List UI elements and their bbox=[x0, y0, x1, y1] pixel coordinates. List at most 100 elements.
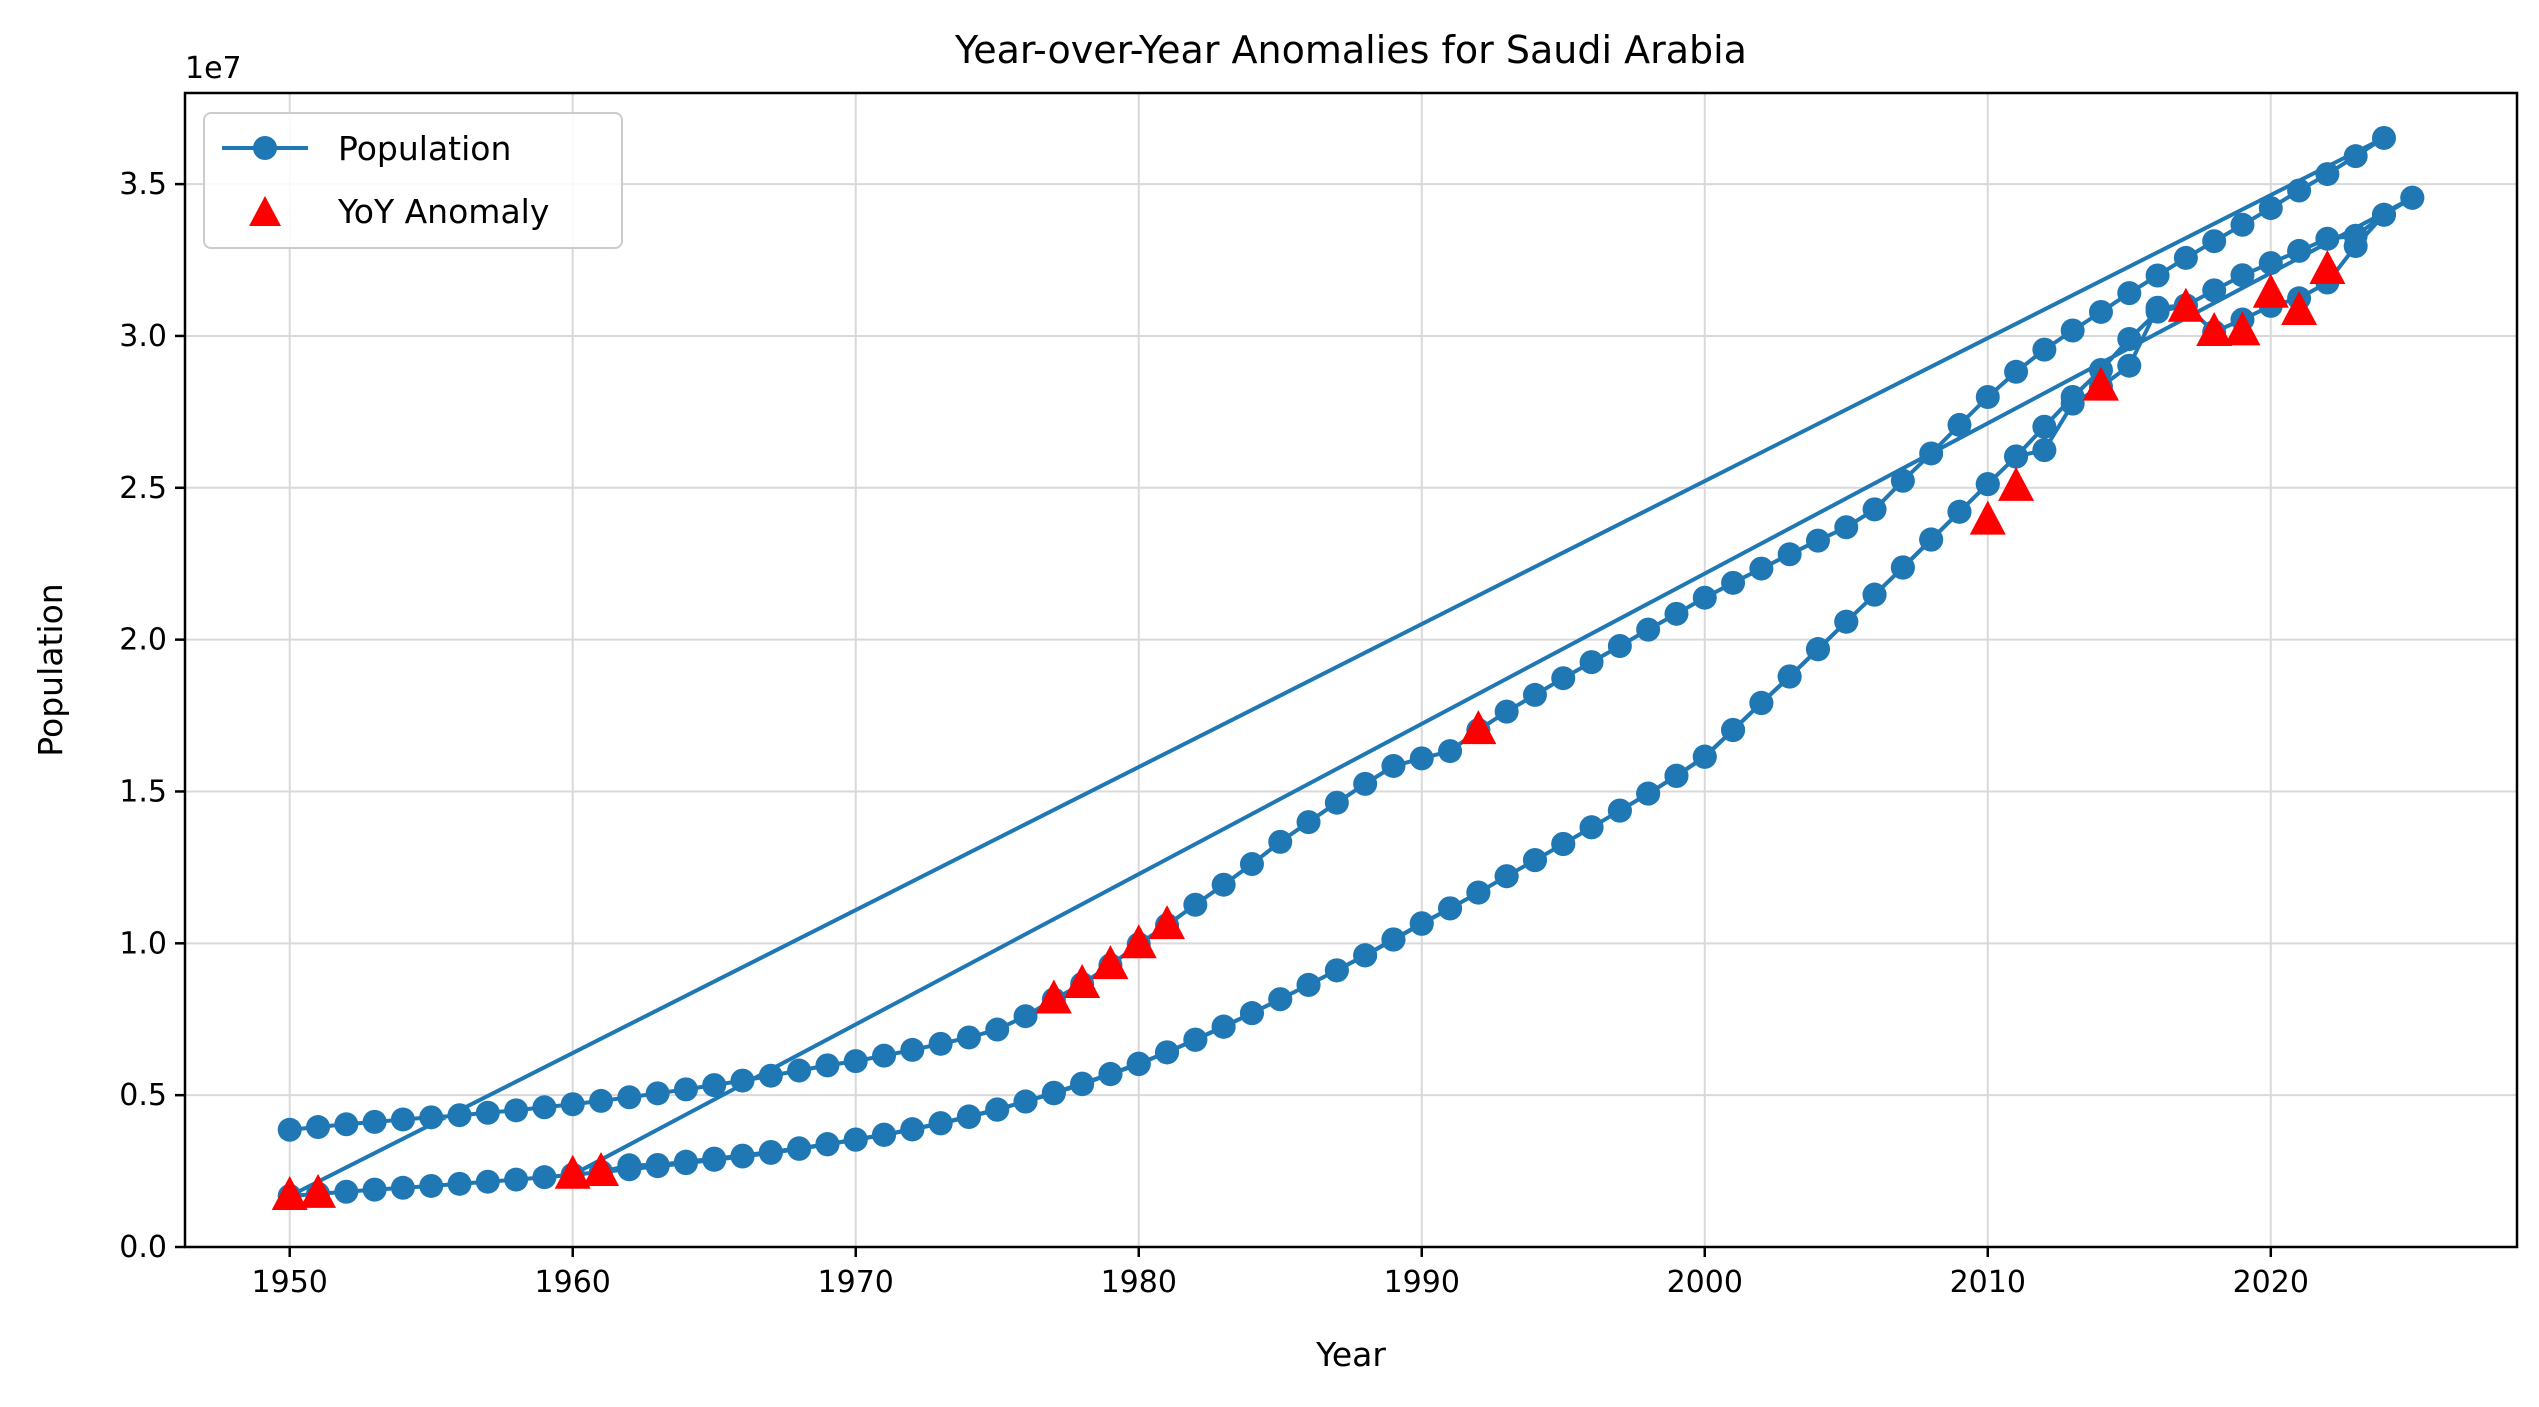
yoy-anomaly-marker bbox=[2082, 366, 2119, 401]
population-point bbox=[1607, 798, 1632, 823]
population-point bbox=[843, 1127, 868, 1152]
x-tick-layer: 1950 1960 1970 1980 1990 2000 2010 2020 bbox=[252, 1247, 2309, 1300]
x-tick-label: 2020 bbox=[2233, 1265, 2309, 1300]
y-tick-label: 0.5 bbox=[119, 1078, 167, 1113]
population-point bbox=[2202, 229, 2227, 254]
population-point bbox=[1664, 763, 1689, 788]
population-point bbox=[1098, 1062, 1123, 1087]
population-point bbox=[2060, 384, 2085, 409]
population-point bbox=[1522, 848, 1547, 873]
x-tick-label: 1990 bbox=[1384, 1265, 1460, 1300]
y-tick-label: 1.0 bbox=[119, 926, 167, 961]
population-point bbox=[362, 1177, 387, 1202]
plot-frame bbox=[183, 91, 2519, 1249]
yoy-anomaly-marker bbox=[1035, 979, 1072, 1014]
population-point bbox=[1296, 810, 1321, 835]
y-tick-label: 1.5 bbox=[119, 774, 167, 809]
population-point bbox=[1183, 892, 1208, 917]
population-point bbox=[1126, 1052, 1151, 1077]
population-point bbox=[872, 1043, 897, 1068]
y-tick-label: 0.0 bbox=[119, 1230, 167, 1265]
population-point bbox=[1324, 790, 1349, 815]
population-point bbox=[1013, 1089, 1038, 1114]
population-point bbox=[1805, 528, 1830, 553]
anomaly-layer bbox=[271, 250, 2346, 1210]
y-offset-text: 1e7 bbox=[185, 51, 242, 86]
x-axis-title: Year bbox=[1315, 1335, 1386, 1374]
population-point bbox=[900, 1117, 925, 1142]
population-point bbox=[843, 1049, 868, 1074]
population-point bbox=[2287, 178, 2312, 203]
yoy-anomaly-marker bbox=[2196, 311, 2233, 346]
population-point bbox=[1777, 542, 1802, 567]
population-point bbox=[787, 1058, 812, 1083]
population-point bbox=[2117, 281, 2142, 306]
population-point bbox=[1211, 872, 1236, 897]
legend-population-marker bbox=[253, 136, 277, 160]
population-point bbox=[1324, 958, 1349, 983]
population-point bbox=[1381, 753, 1406, 778]
population-point bbox=[956, 1104, 981, 1129]
legend-anomaly-marker bbox=[249, 196, 281, 226]
population-point bbox=[475, 1100, 500, 1125]
population-point bbox=[532, 1165, 557, 1190]
population-point bbox=[1579, 650, 1604, 675]
population-point bbox=[1805, 637, 1830, 662]
population-point bbox=[1353, 771, 1378, 796]
population-point bbox=[1975, 472, 2000, 497]
population-point bbox=[1947, 499, 1972, 524]
population-point bbox=[645, 1153, 670, 1178]
population-point bbox=[2202, 278, 2227, 303]
population-point bbox=[985, 1097, 1010, 1122]
population-point bbox=[419, 1173, 444, 1198]
population-point bbox=[2117, 353, 2142, 378]
population-point bbox=[1409, 746, 1434, 771]
population-point bbox=[956, 1025, 981, 1050]
population-point bbox=[2173, 245, 2198, 270]
population-point bbox=[702, 1146, 727, 1171]
population-point bbox=[2371, 202, 2396, 227]
population-point bbox=[2060, 318, 2085, 343]
yoy-anomaly-marker bbox=[300, 1173, 337, 1208]
population-point bbox=[1494, 864, 1519, 889]
population-point bbox=[419, 1105, 444, 1130]
population-point bbox=[532, 1095, 557, 1120]
chart-title: Year-over-Year Anomalies for Saudi Arabi… bbox=[954, 28, 1747, 72]
yoy-anomaly-marker bbox=[271, 1175, 308, 1210]
population-point bbox=[1211, 1014, 1236, 1039]
population-point bbox=[617, 1153, 642, 1178]
population-point bbox=[2117, 326, 2142, 351]
population-point bbox=[1296, 972, 1321, 997]
yoy-anomaly-marker bbox=[1149, 905, 1186, 940]
population-point bbox=[1494, 699, 1519, 724]
x-tick-label: 1970 bbox=[818, 1265, 894, 1300]
population-point bbox=[1834, 515, 1859, 540]
population-point bbox=[589, 1088, 614, 1113]
population-point bbox=[2004, 444, 2029, 469]
population-point bbox=[1862, 497, 1887, 522]
population-point bbox=[1579, 815, 1604, 840]
grid-layer bbox=[185, 93, 2517, 1248]
yoy-anomaly-marker bbox=[2281, 291, 2318, 326]
y-tick-label: 2.5 bbox=[119, 471, 167, 506]
population-point bbox=[2004, 359, 2029, 384]
population-point bbox=[1155, 1040, 1180, 1065]
yoy-anomaly-marker bbox=[583, 1151, 620, 1186]
population-point bbox=[1268, 987, 1293, 1012]
population-point bbox=[2258, 196, 2283, 221]
population-point bbox=[334, 1112, 359, 1137]
y-tick-label: 3.5 bbox=[119, 167, 167, 202]
y-tick-label: 3.0 bbox=[119, 319, 167, 354]
population-point bbox=[2343, 223, 2368, 248]
population-point bbox=[1777, 664, 1802, 689]
population-point bbox=[1041, 1081, 1066, 1106]
population-point bbox=[1636, 781, 1661, 806]
population-point bbox=[2400, 185, 2425, 210]
population-point bbox=[1268, 829, 1293, 854]
population-point bbox=[787, 1136, 812, 1161]
population-point bbox=[985, 1017, 1010, 1042]
x-tick-label: 2010 bbox=[1950, 1265, 2026, 1300]
population-point bbox=[1862, 582, 1887, 607]
